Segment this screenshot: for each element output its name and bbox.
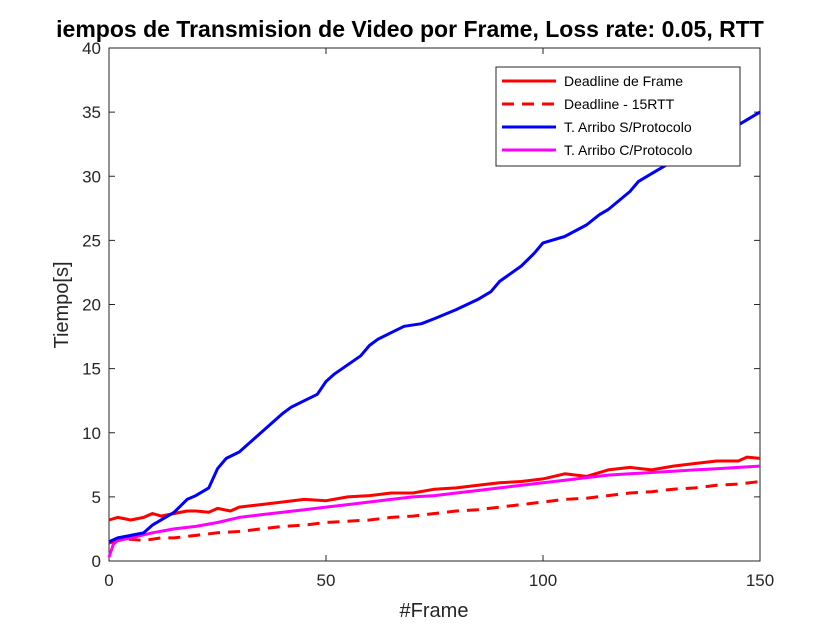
y-tick-label: 0 — [92, 552, 101, 571]
y-tick-label: 30 — [82, 167, 101, 186]
series-line-1 — [108, 455, 761, 522]
y-axis-label: Tiempo[s] — [51, 261, 73, 348]
legend-entry-label: Deadline - 15RTT — [564, 96, 675, 112]
y-tick-label: 10 — [82, 424, 101, 443]
series-layer — [107, 110, 761, 558]
legend: Deadline de Frame Deadline - 15RTT T. Arri… — [495, 66, 741, 167]
legend-entry-label: Deadline de Frame — [564, 73, 683, 89]
y-tick-label: 20 — [82, 296, 101, 315]
y-tick-label: 25 — [82, 231, 101, 250]
x-tick-label: 150 — [746, 571, 774, 590]
x-tick-label: 0 — [104, 571, 113, 590]
legend-entry-label: T. Arribo C/Protocolo — [564, 142, 693, 158]
y-tick-label: 35 — [82, 103, 101, 122]
x-axis-ticks: 0 50 100 150 — [104, 48, 774, 590]
legend-entry-label: T. Arribo S/Protocolo — [564, 119, 692, 135]
y-tick-label: 15 — [82, 360, 101, 379]
x-tick-label: 50 — [317, 571, 336, 590]
y-tick-label: 40 — [82, 39, 101, 58]
y-tick-label: 5 — [92, 488, 101, 507]
y-axis-ticks: 0 5 10 15 20 25 30 35 40 — [82, 39, 760, 571]
chart-title: iempos de Transmision de Video por Frame… — [56, 16, 764, 42]
x-tick-label: 100 — [529, 571, 557, 590]
x-axis-label: #Frame — [400, 600, 469, 622]
series-line-3 — [108, 110, 761, 544]
series-line-4 — [107, 464, 761, 558]
